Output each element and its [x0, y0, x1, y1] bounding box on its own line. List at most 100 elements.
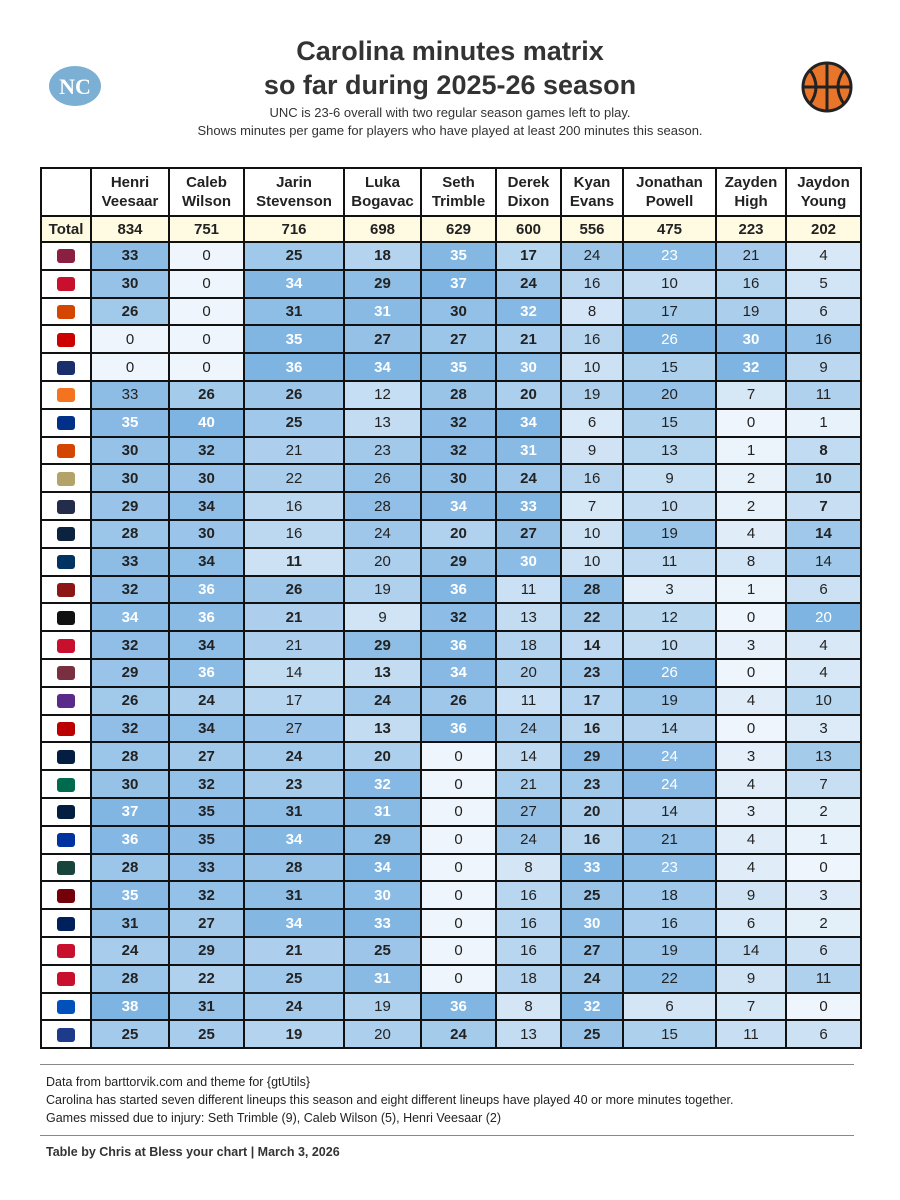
logo-icon: [57, 305, 75, 320]
minutes-cell: 11: [243, 546, 345, 577]
minutes-cell: 0: [420, 908, 497, 938]
minutes-cell: 29: [560, 741, 624, 772]
minutes-cell: 9: [715, 963, 787, 994]
minutes-cell: 20: [343, 546, 422, 577]
divider: [40, 1135, 854, 1136]
minutes-cell: 27: [560, 935, 624, 966]
minutes-cell: 33: [343, 908, 422, 938]
minutes-cell: 28: [560, 574, 624, 605]
minutes-cell: 35: [168, 824, 245, 855]
minutes-cell: 6: [622, 991, 717, 1022]
minutes-cell: 9: [785, 352, 862, 382]
logo-icon: [57, 916, 75, 931]
minutes-cell: 24: [622, 741, 717, 772]
minutes-cell: 26: [343, 463, 422, 494]
minutes-cell: 19: [343, 574, 422, 605]
total-cell: 751: [168, 215, 245, 243]
minutes-cell: 9: [622, 463, 717, 494]
opponent-row: 25 25 19 20 24 13 25 15 11 6: [40, 1019, 862, 1050]
minutes-cell: 18: [343, 241, 422, 271]
minutes-cell: 31: [495, 435, 562, 466]
minutes-cell: 30: [495, 546, 562, 577]
minutes-cell: 1: [715, 435, 787, 466]
opponent-logo: [40, 991, 92, 1022]
opponent-logo: [40, 685, 92, 716]
minutes-cell: 10: [622, 268, 717, 299]
opponent-logo: [40, 491, 92, 521]
minutes-cell: 10: [622, 491, 717, 521]
minutes-cell: 15: [622, 407, 717, 438]
minutes-cell: 24: [495, 713, 562, 744]
minutes-cell: 34: [420, 491, 497, 521]
minutes-cell: 36: [420, 991, 497, 1022]
minutes-cell: 0: [715, 407, 787, 438]
minutes-cell: 30: [168, 463, 245, 494]
minutes-cell: 32: [90, 574, 170, 605]
minutes-cell: 3: [715, 630, 787, 660]
minutes-cell: 26: [420, 685, 497, 716]
minutes-cell: 23: [622, 241, 717, 271]
logo-icon: [57, 999, 75, 1014]
total-row: Total 834 751 716 698 629 600 556 475 223 202: [40, 215, 862, 243]
minutes-cell: 14: [622, 713, 717, 744]
minutes-cell: 32: [90, 630, 170, 660]
column-header: Henri Veesaar: [90, 167, 170, 217]
minutes-cell: 14: [715, 935, 787, 966]
minutes-cell: 21: [495, 769, 562, 799]
opponent-row: 0 0 36 34 35 30 10 15 32 9: [40, 352, 862, 382]
minutes-cell: 31: [90, 908, 170, 938]
opponent-row: 24 29 21 25 0 16 27 19 14 6: [40, 935, 862, 966]
minutes-cell: 35: [420, 241, 497, 271]
minutes-cell: 20: [343, 741, 422, 772]
header-row: Henri Veesaar Caleb Wilson Jarin Stevenson…: [40, 167, 862, 217]
minutes-cell: 28: [90, 852, 170, 883]
minutes-cell: 32: [168, 435, 245, 466]
opponent-row: 29 34 16 28 34 33 7 10 2 7: [40, 491, 862, 521]
minutes-cell: 34: [343, 852, 422, 883]
minutes-cell: 24: [560, 241, 624, 271]
minutes-cell: 18: [495, 963, 562, 994]
minutes-cell: 30: [420, 296, 497, 327]
minutes-cell: 24: [243, 991, 345, 1022]
minutes-cell: 2: [785, 796, 862, 827]
minutes-cell: 4: [785, 630, 862, 660]
minutes-cell: 23: [560, 657, 624, 688]
minutes-cell: 29: [90, 657, 170, 688]
minutes-cell: 16: [495, 908, 562, 938]
title-line: Carolina minutes matrix: [296, 36, 604, 66]
subtitle-line: Shows minutes per game for players who h…: [197, 123, 703, 138]
minutes-cell: 15: [622, 1019, 717, 1050]
minutes-cell: 11: [715, 1019, 787, 1050]
minutes-cell: 31: [243, 880, 345, 911]
total-cell: 202: [785, 215, 862, 243]
minutes-cell: 21: [622, 824, 717, 855]
opponent-row: 35 40 25 13 32 34 6 15 0 1: [40, 407, 862, 438]
opponent-row: 32 36 26 19 36 11 28 3 1 6: [40, 574, 862, 605]
corner-cell: [40, 167, 92, 217]
minutes-cell: 24: [622, 769, 717, 799]
minutes-cell: 19: [243, 1019, 345, 1050]
minutes-cell: 27: [495, 796, 562, 827]
minutes-cell: 33: [560, 852, 624, 883]
minutes-cell: 5: [785, 268, 862, 299]
minutes-cell: 0: [715, 657, 787, 688]
minutes-cell: 30: [90, 463, 170, 494]
opponent-logo: [40, 713, 92, 744]
opponent-logo: [40, 574, 92, 605]
minutes-cell: 21: [243, 935, 345, 966]
logo-icon: [57, 416, 75, 431]
minutes-cell: 34: [90, 602, 170, 633]
minutes-cell: 7: [560, 491, 624, 521]
minutes-cell: 31: [243, 296, 345, 327]
opponent-row: 28 27 24 20 0 14 29 24 3 13: [40, 741, 862, 772]
minutes-cell: 20: [560, 796, 624, 827]
minutes-cell: 27: [495, 518, 562, 549]
minutes-cell: 30: [90, 268, 170, 299]
minutes-cell: 18: [622, 880, 717, 911]
total-cell: 600: [495, 215, 562, 243]
notes: Data from barttorvik.com and theme for {…: [46, 1073, 733, 1127]
minutes-cell: 34: [243, 908, 345, 938]
opponent-row: 33 26 26 12 28 20 19 20 7 11: [40, 379, 862, 410]
logo-icon: [57, 721, 75, 736]
